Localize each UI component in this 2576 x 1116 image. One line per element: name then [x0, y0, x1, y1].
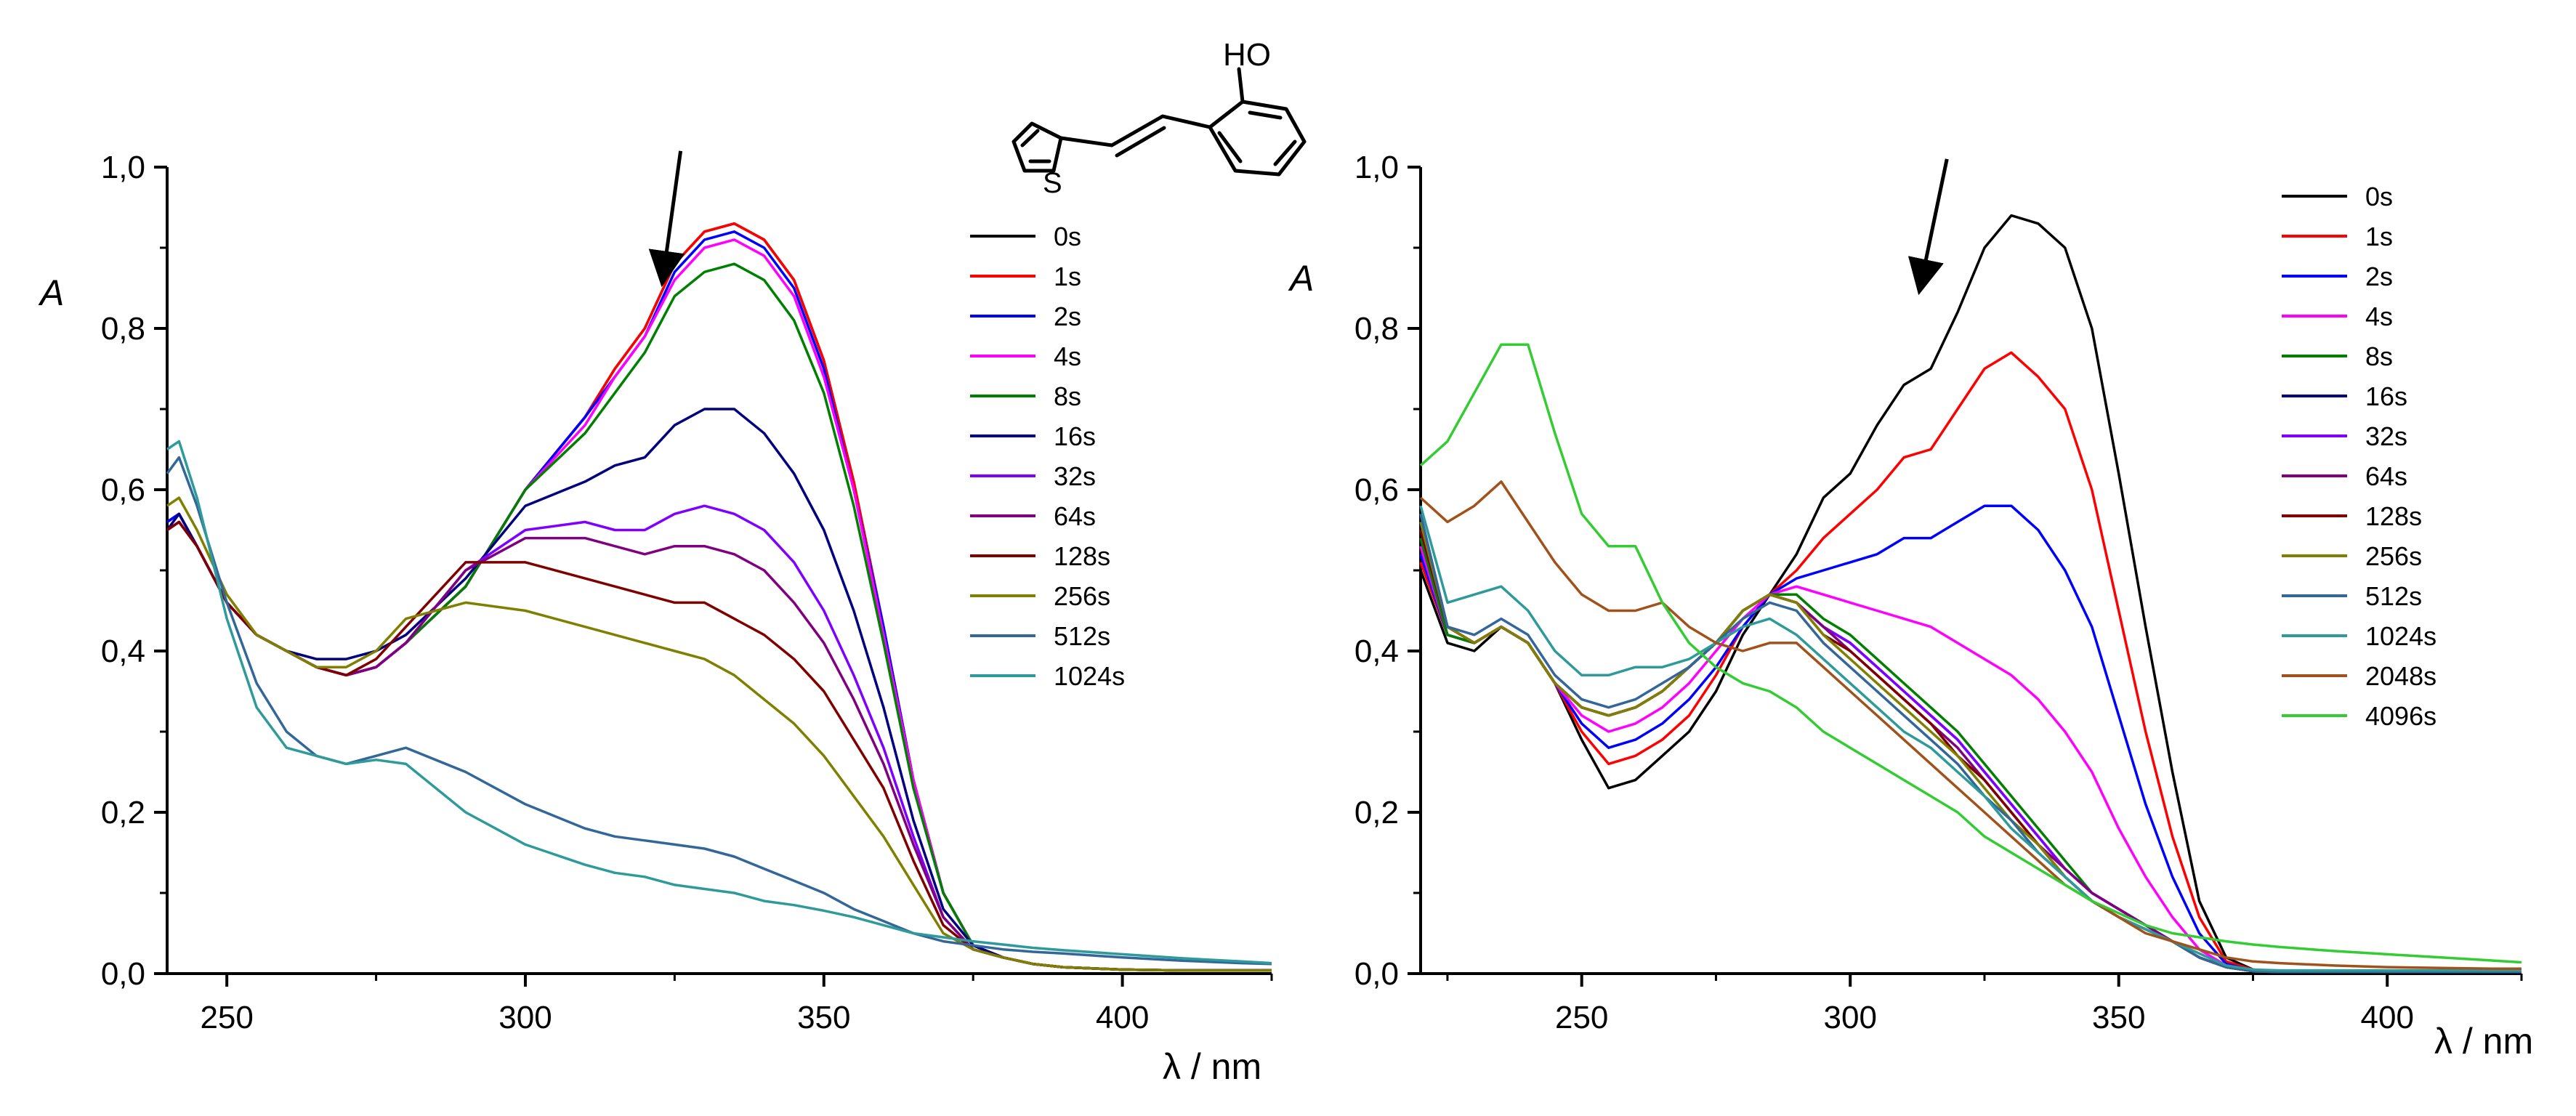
- legend-label-0s: 0s: [1054, 222, 1081, 251]
- x-tick-label: 350: [797, 1000, 850, 1035]
- y-tick-label: 0,6: [101, 472, 145, 508]
- legend-label-32s: 32s: [1054, 461, 1096, 491]
- y-tick-label: 0,0: [1354, 956, 1399, 992]
- legend-label-128s: 128s: [1054, 541, 1110, 571]
- legend-label-1s: 1s: [2365, 222, 2393, 251]
- legend-label-1s: 1s: [1054, 262, 1081, 291]
- trend-arrow: [648, 150, 685, 288]
- x-axis-label: λ / nm: [2434, 1021, 2533, 1062]
- legend-label-256s: 256s: [1054, 581, 1110, 611]
- y-axis-label: A: [38, 272, 64, 313]
- legend-label-4096s: 4096s: [2365, 701, 2436, 731]
- absorbance-chart-right: 0,0 0,2 0,4 0,6 0,8 1,0 250 300 350 400 Aλ / nm 0s 1…: [1288, 150, 2533, 1062]
- series-line-1s: [1419, 351, 2522, 974]
- y-tick-label: 0,4: [101, 634, 145, 669]
- legend-label-4s: 4s: [1054, 341, 1081, 371]
- legend-label-0s: 0s: [2365, 182, 2393, 211]
- series-line-512s: [1419, 513, 2522, 974]
- series-line-1024s: [166, 440, 1272, 965]
- legend-label-128s: 128s: [2365, 501, 2422, 531]
- series-line-32s: [166, 504, 1272, 972]
- series-line-2048s: [1419, 480, 2522, 971]
- y-tick-label: 0,0: [101, 956, 145, 992]
- x-tick-label: 300: [1824, 1000, 1877, 1035]
- y-tick-label: 0,8: [101, 311, 145, 347]
- legend-label-512s: 512s: [1054, 621, 1110, 651]
- legend-label-1024s: 1024s: [1054, 661, 1125, 691]
- legend-label-256s: 256s: [2365, 541, 2422, 571]
- series-line-8s: [166, 262, 1272, 972]
- molecule-label-s: S: [1043, 167, 1062, 199]
- x-tick-label: 400: [2361, 1000, 2414, 1035]
- y-axis-label: A: [1288, 258, 1314, 299]
- y-tick-label: 0,2: [1354, 795, 1399, 830]
- legend-label-2048s: 2048s: [2365, 661, 2436, 691]
- series-line-4096s: [1419, 343, 2522, 964]
- legend-label-16s: 16s: [1054, 421, 1096, 451]
- legend-label-64s: 64s: [2365, 461, 2407, 491]
- series-line-512s: [166, 456, 1272, 966]
- y-tick-label: 0,4: [1354, 634, 1399, 669]
- trend-arrow: [1907, 158, 1949, 296]
- series-line-1024s: [1419, 505, 2522, 972]
- y-tick-label: 1,0: [101, 150, 145, 185]
- x-tick-label: 300: [498, 1000, 552, 1035]
- series-line-256s: [166, 496, 1272, 972]
- series-line-4s: [1419, 546, 2522, 974]
- legend-label-8s: 8s: [1054, 381, 1081, 411]
- x-tick-label: 400: [1096, 1000, 1149, 1035]
- legend-label-1024s: 1024s: [2365, 621, 2436, 651]
- x-tick-label: 250: [200, 1000, 253, 1035]
- x-tick-label: 250: [1555, 1000, 1608, 1035]
- molecule-structure: [1012, 67, 1307, 177]
- legend-label-2s: 2s: [2365, 262, 2393, 291]
- y-tick-label: 0,8: [1354, 311, 1399, 347]
- series-line-2s: [1419, 504, 2522, 974]
- legend-label-512s: 512s: [2365, 581, 2422, 611]
- legend-label-64s: 64s: [1054, 501, 1096, 531]
- molecule-label-oh: HO: [1223, 37, 1271, 73]
- legend-label-4s: 4s: [2365, 302, 2393, 331]
- legend-label-32s: 32s: [2365, 421, 2407, 451]
- x-axis-label: λ / nm: [1163, 1046, 1261, 1087]
- absorbance-chart-left: 0,0 0,2 0,4 0,6 0,8 1,0 250 300 350 400 Aλ / nm 0s 1…: [38, 150, 1273, 1087]
- x-tick-label: 350: [2092, 1000, 2145, 1035]
- y-tick-label: 0,6: [1354, 472, 1399, 508]
- series-line-0s: [1419, 214, 2522, 974]
- legend-label-16s: 16s: [2365, 381, 2407, 411]
- y-tick-label: 0,2: [101, 795, 145, 830]
- legend-label-2s: 2s: [1054, 302, 1081, 331]
- y-tick-label: 1,0: [1354, 150, 1399, 185]
- legend-label-8s: 8s: [2365, 341, 2393, 371]
